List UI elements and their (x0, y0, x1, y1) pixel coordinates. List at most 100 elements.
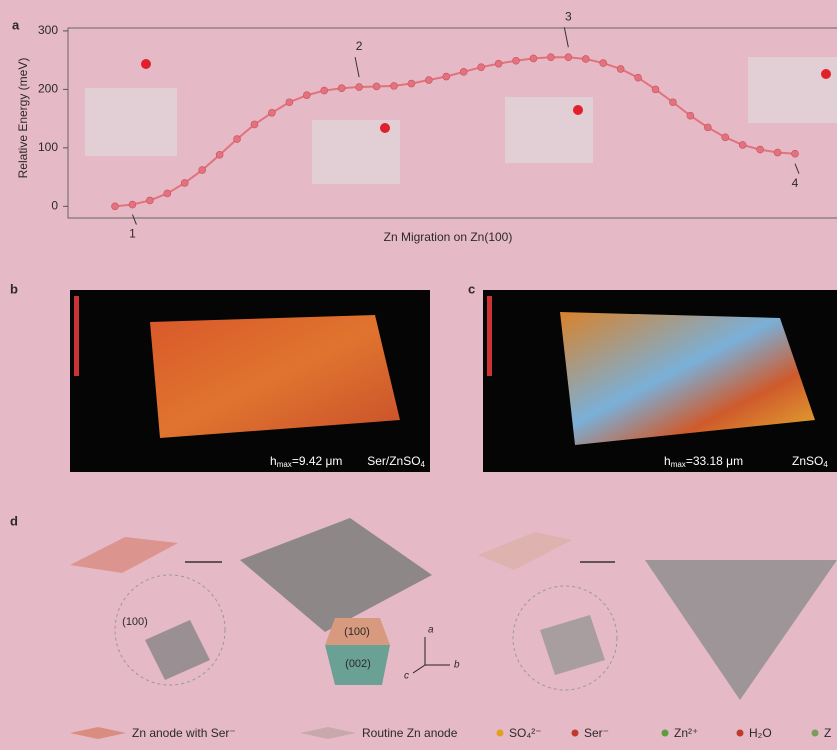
energy-point (512, 56, 520, 65)
energy-point (320, 86, 329, 95)
h-value: =9.42 μm (292, 454, 343, 468)
energy-point (442, 72, 451, 81)
h: h (270, 454, 277, 468)
surface (560, 312, 815, 445)
panel-label: d (10, 513, 18, 528)
plot-frame (67, 27, 837, 219)
annotation-arrow (563, 27, 569, 48)
energy-point (599, 59, 608, 67)
legend-label: Routine Zn anode (362, 726, 458, 740)
energy-point (111, 202, 119, 211)
axis-label: a (428, 625, 434, 636)
y-tick-label: 100 (38, 140, 58, 154)
energy-point (616, 65, 625, 73)
axis-label: c (404, 671, 409, 682)
y-tick-label: 200 (38, 82, 58, 96)
energy-point (459, 68, 468, 76)
height-label: hmax=33.18 μm (664, 454, 743, 469)
color-scale (487, 296, 492, 376)
schematic (70, 518, 837, 700)
energy-point (651, 85, 660, 94)
energy-point (337, 84, 346, 93)
legend-label: Ser⁻ (584, 726, 609, 740)
facet-label: (002) (345, 658, 371, 670)
energy-point (529, 54, 538, 63)
y-tick-label: 300 (38, 23, 58, 37)
energy-point (756, 145, 764, 154)
energy-point (494, 59, 503, 68)
panel-label: a (12, 17, 20, 32)
energy-point (581, 55, 590, 63)
energy-point (704, 123, 712, 132)
legend-swatch (496, 729, 504, 737)
electrolyte-sub: 4 (823, 460, 828, 469)
h: h (664, 454, 671, 468)
electrolyte-label: ZnSO4 (792, 454, 828, 469)
facet-label: (100) (122, 616, 148, 628)
height-label: hmax=9.42 μm (270, 454, 342, 469)
energy-point (407, 79, 416, 88)
annotation-arrow (354, 56, 360, 78)
energy-point (250, 120, 259, 129)
annotation: 4 (792, 176, 799, 190)
annotation-arrow (794, 163, 800, 174)
energy-point (477, 63, 485, 71)
legend-swatch (661, 729, 669, 737)
color-scale (74, 296, 79, 376)
energy-point (773, 148, 782, 157)
energy-point (547, 53, 555, 62)
energy-point (425, 76, 433, 84)
axis-label: b (454, 660, 460, 671)
electrolyte: Ser/ZnSO (367, 454, 420, 468)
energy-point (128, 200, 137, 209)
facet-label: (100) (344, 626, 370, 638)
energy-point (198, 166, 206, 174)
panel-label: c (468, 281, 475, 296)
y-tick-label: 0 (51, 198, 58, 212)
legend-swatch (571, 729, 579, 737)
electrolyte: ZnSO (792, 454, 823, 468)
energy-point (268, 108, 276, 117)
energy-point (721, 133, 730, 142)
energy-point (738, 141, 747, 149)
energy-point (180, 179, 189, 187)
energy-point (390, 82, 398, 90)
legend-swatch (70, 727, 126, 739)
legend-swatch (811, 729, 819, 737)
legend-label: Zn anode with Ser⁻ (132, 726, 236, 740)
electrolyte-label: Ser/ZnSO4 (367, 454, 425, 469)
legend-label: SO₄²⁻ (509, 726, 542, 740)
energy-point (372, 82, 381, 91)
annotation: 3 (565, 9, 572, 23)
electrolyte-sub: 4 (421, 460, 426, 469)
energy-point (686, 111, 695, 120)
energy-point (233, 135, 241, 143)
energy-point (564, 53, 573, 62)
legend-label: Zn²⁺ (674, 726, 698, 740)
energy-point (791, 149, 799, 158)
h-value: =33.18 μm (686, 454, 743, 468)
h-sub: max (671, 460, 686, 469)
annotation: 2 (356, 39, 363, 53)
legend-swatch (736, 729, 744, 737)
energy-point (285, 98, 294, 107)
legend-label: Z (824, 726, 831, 740)
legend-label: H₂O (749, 726, 772, 740)
energy-point (302, 91, 311, 100)
energy-line (114, 56, 796, 208)
energy-point (634, 73, 642, 82)
energy-point (163, 189, 172, 198)
panel-label: b (10, 281, 18, 296)
energy-point (215, 151, 224, 159)
legend-swatch (300, 727, 356, 739)
annotation-arrow (131, 214, 137, 225)
surface (150, 315, 400, 438)
annotation: 1 (129, 227, 136, 241)
y-axis-label: Relative Energy (meV) (16, 58, 30, 179)
energy-point (669, 98, 677, 107)
structure-insets (85, 57, 837, 184)
x-axis-label: Zn Migration on Zn(100) (384, 230, 513, 244)
energy-point (355, 83, 363, 91)
